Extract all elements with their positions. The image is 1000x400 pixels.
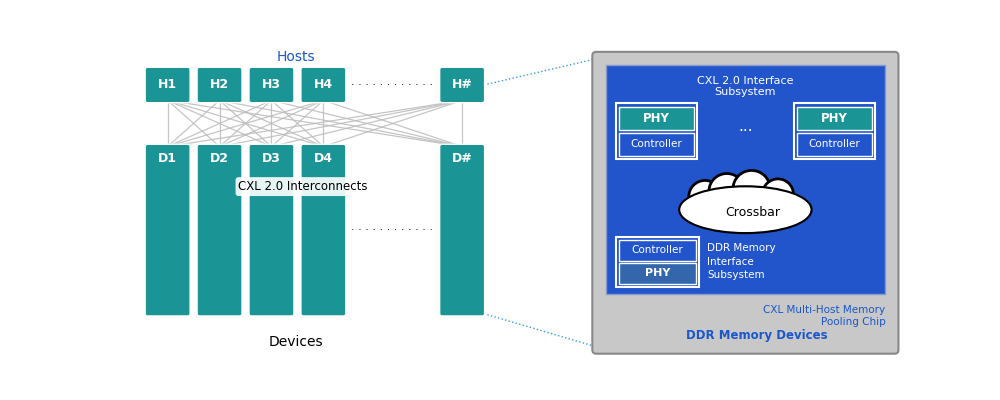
Text: PHY: PHY: [643, 112, 670, 125]
Text: D4: D4: [314, 152, 333, 165]
Text: H4: H4: [314, 78, 333, 92]
Text: DDR Memory
Interface
Subsystem: DDR Memory Interface Subsystem: [707, 244, 776, 280]
Text: PHY: PHY: [645, 268, 670, 278]
FancyBboxPatch shape: [301, 67, 346, 103]
Text: D1: D1: [158, 152, 177, 165]
FancyBboxPatch shape: [619, 107, 694, 130]
Text: H3: H3: [262, 78, 281, 92]
FancyBboxPatch shape: [619, 263, 696, 284]
Text: D#: D#: [452, 152, 473, 165]
Text: · · · · · · · · · · · ·: · · · · · · · · · · · ·: [351, 225, 433, 235]
Text: Controller: Controller: [632, 245, 683, 255]
FancyBboxPatch shape: [797, 133, 872, 156]
FancyBboxPatch shape: [619, 133, 694, 156]
Text: DDR Memory Devices: DDR Memory Devices: [686, 330, 828, 342]
Text: Devices: Devices: [268, 335, 323, 349]
FancyBboxPatch shape: [794, 104, 875, 159]
FancyBboxPatch shape: [249, 67, 294, 103]
Text: H2: H2: [210, 78, 229, 92]
Text: CXL Multi-Host Memory
Pooling Chip: CXL Multi-Host Memory Pooling Chip: [763, 305, 885, 327]
Circle shape: [733, 170, 770, 207]
Text: H1: H1: [158, 78, 177, 92]
Circle shape: [689, 180, 721, 213]
FancyBboxPatch shape: [249, 144, 294, 316]
Text: PHY: PHY: [821, 112, 848, 125]
Circle shape: [762, 179, 793, 210]
Text: · · · · · · · · · · · ·: · · · · · · · · · · · ·: [351, 80, 433, 90]
FancyBboxPatch shape: [616, 104, 697, 159]
FancyBboxPatch shape: [616, 237, 699, 287]
Text: Controller: Controller: [630, 139, 682, 149]
FancyBboxPatch shape: [797, 107, 872, 130]
Ellipse shape: [680, 187, 811, 233]
FancyBboxPatch shape: [440, 67, 485, 103]
Text: D3: D3: [262, 152, 281, 165]
FancyBboxPatch shape: [619, 240, 696, 260]
Circle shape: [709, 174, 745, 209]
Text: D2: D2: [210, 152, 229, 165]
Text: CXL 2.0 Interface
Subsystem: CXL 2.0 Interface Subsystem: [697, 76, 794, 97]
Text: Controller: Controller: [809, 139, 860, 149]
FancyBboxPatch shape: [606, 65, 885, 294]
Text: Hosts: Hosts: [276, 50, 315, 64]
FancyBboxPatch shape: [145, 67, 190, 103]
Text: H#: H#: [452, 78, 473, 92]
Text: Crossbar: Crossbar: [726, 206, 781, 219]
Ellipse shape: [680, 187, 810, 232]
FancyBboxPatch shape: [145, 144, 190, 316]
Text: ···: ···: [738, 124, 753, 139]
FancyBboxPatch shape: [197, 67, 242, 103]
FancyBboxPatch shape: [197, 144, 242, 316]
Text: CXL 2.0 Interconnects: CXL 2.0 Interconnects: [239, 180, 368, 193]
FancyBboxPatch shape: [301, 144, 346, 316]
FancyBboxPatch shape: [592, 52, 898, 354]
FancyBboxPatch shape: [440, 144, 485, 316]
